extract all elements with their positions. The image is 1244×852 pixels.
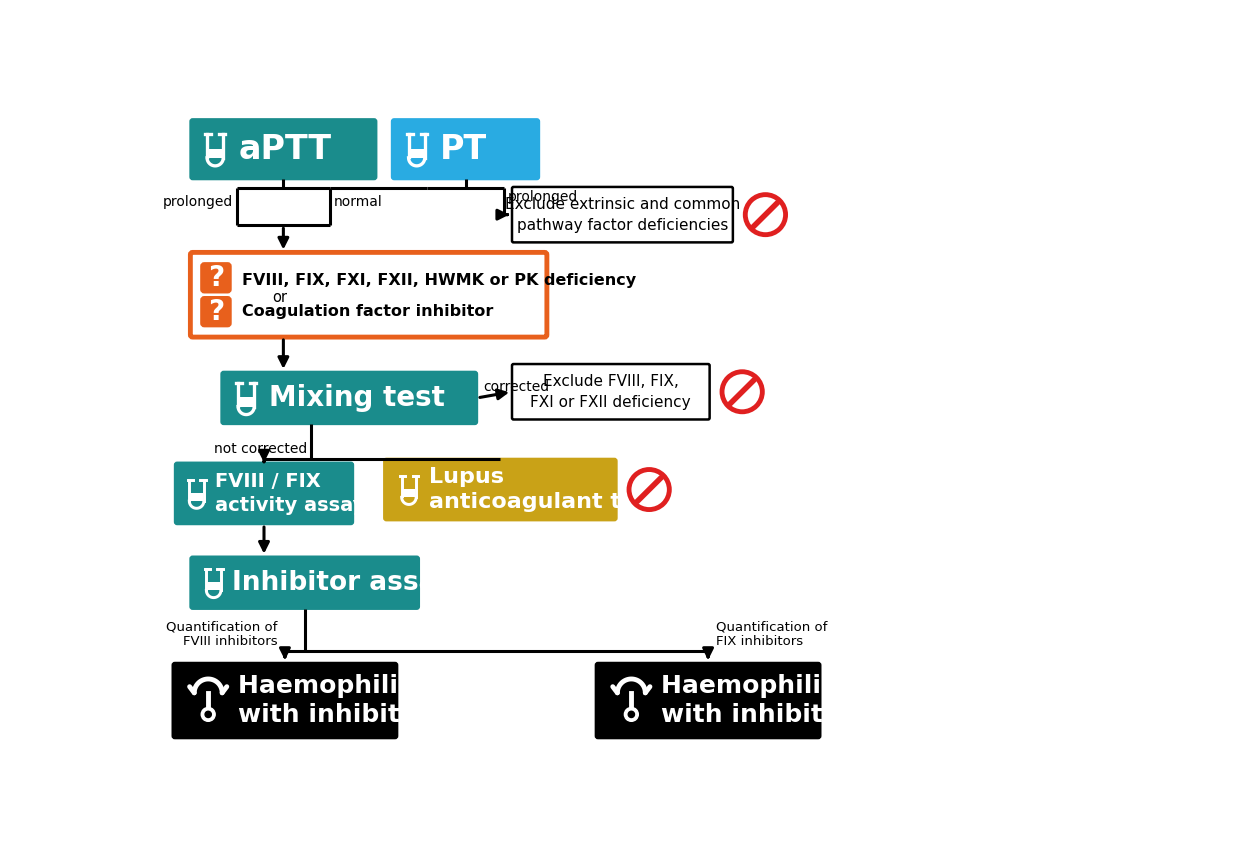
Circle shape <box>629 469 669 509</box>
FancyBboxPatch shape <box>392 119 539 179</box>
FancyBboxPatch shape <box>403 489 415 498</box>
Text: PT: PT <box>440 133 488 165</box>
FancyBboxPatch shape <box>190 492 203 501</box>
FancyBboxPatch shape <box>513 364 709 419</box>
Circle shape <box>745 194 785 234</box>
Circle shape <box>205 711 211 717</box>
Text: ?: ? <box>208 264 224 291</box>
FancyBboxPatch shape <box>173 663 397 739</box>
FancyBboxPatch shape <box>202 297 230 326</box>
FancyBboxPatch shape <box>175 463 353 524</box>
Text: not corrected: not corrected <box>214 441 307 456</box>
Text: or: or <box>272 290 287 305</box>
FancyBboxPatch shape <box>208 148 223 158</box>
Text: Exclude FVIII, FIX,
FXI or FXII deficiency: Exclude FVIII, FIX, FXI or FXII deficien… <box>530 374 692 410</box>
Text: Mixing test: Mixing test <box>270 384 445 412</box>
Circle shape <box>722 371 763 412</box>
FancyBboxPatch shape <box>221 371 478 424</box>
Text: Haemophilia A
with inhibitors: Haemophilia A with inhibitors <box>238 674 444 728</box>
FancyBboxPatch shape <box>208 582 220 590</box>
Text: Haemophilia B
with inhibitors: Haemophilia B with inhibitors <box>661 674 867 728</box>
Text: corrected: corrected <box>484 380 550 394</box>
FancyBboxPatch shape <box>190 119 377 179</box>
Text: Quantification of
FIX inhibitors: Quantification of FIX inhibitors <box>715 620 827 648</box>
Text: aPTT: aPTT <box>239 133 331 165</box>
Text: ?: ? <box>208 297 224 325</box>
FancyBboxPatch shape <box>384 458 617 521</box>
Circle shape <box>624 707 638 722</box>
Text: normal: normal <box>333 194 382 209</box>
FancyBboxPatch shape <box>190 556 419 609</box>
Text: prolonged: prolonged <box>163 194 233 209</box>
Circle shape <box>202 707 215 722</box>
Text: Exclude extrinsic and common
pathway factor deficiencies: Exclude extrinsic and common pathway fac… <box>505 197 740 233</box>
FancyBboxPatch shape <box>190 252 547 337</box>
FancyBboxPatch shape <box>513 187 733 242</box>
Text: Inhibitor assay: Inhibitor assay <box>233 570 453 596</box>
FancyBboxPatch shape <box>409 148 424 158</box>
FancyBboxPatch shape <box>202 263 230 292</box>
Text: prolonged: prolonged <box>508 190 578 204</box>
Text: FVIII, FIX, FXI, FXII, HWMK or PK deficiency: FVIII, FIX, FXI, FXII, HWMK or PK defici… <box>241 273 636 288</box>
Text: Coagulation factor inhibitor: Coagulation factor inhibitor <box>241 304 493 320</box>
FancyBboxPatch shape <box>239 397 254 406</box>
Text: Quantification of
FVIII inhibitors: Quantification of FVIII inhibitors <box>165 620 277 648</box>
FancyBboxPatch shape <box>596 663 821 739</box>
Text: Lupus
anticoagulant test: Lupus anticoagulant test <box>429 467 661 512</box>
Text: FVIII / FIX
activity assay: FVIII / FIX activity assay <box>215 472 366 515</box>
Circle shape <box>628 711 634 717</box>
